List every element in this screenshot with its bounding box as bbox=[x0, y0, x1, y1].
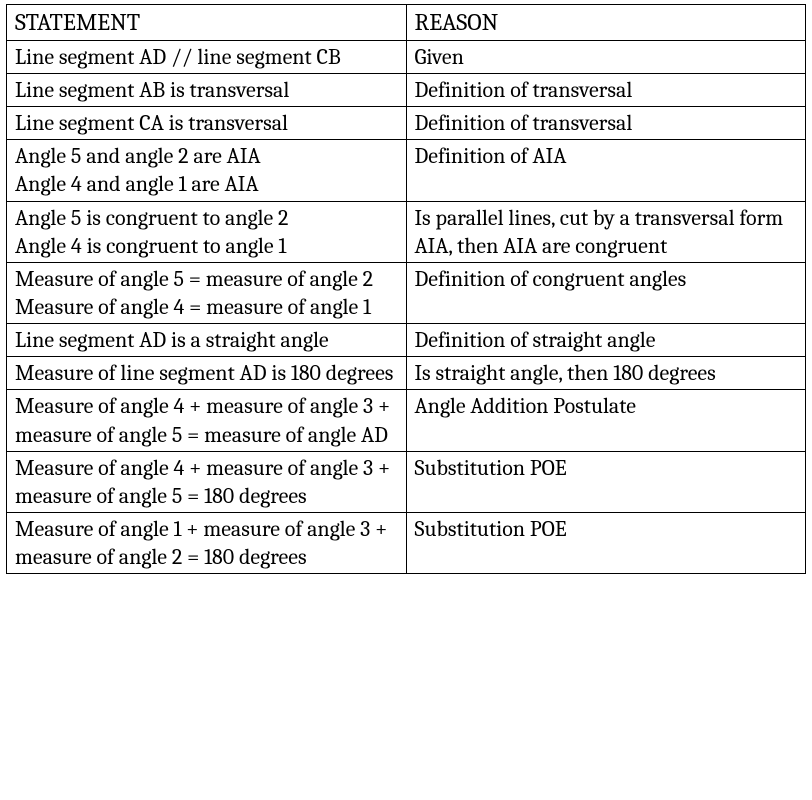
statement-cell: Line segment CA is transversal bbox=[7, 107, 407, 140]
table-row: Line segment AD // line segment CB Given bbox=[7, 40, 806, 73]
proof-table: STATEMENT REASON Line segment AD // line… bbox=[6, 4, 806, 574]
statement-cell: Line segment AD // line segment CB bbox=[7, 40, 407, 73]
table-row: Angle 5 and angle 2 are AIAAngle 4 and a… bbox=[7, 140, 806, 201]
reason-cell: Is straight angle, then 180 degrees bbox=[406, 357, 806, 390]
reason-cell: Given bbox=[406, 40, 806, 73]
proof-table-container: STATEMENT REASON Line segment AD // line… bbox=[0, 0, 812, 578]
statement-cell: Measure of angle 5 = measure of angle 2M… bbox=[7, 262, 407, 323]
reason-cell: Substitution POE bbox=[406, 451, 806, 512]
table-row: Measure of angle 1 + measure of angle 3 … bbox=[7, 513, 806, 574]
statement-cell: Angle 5 is congruent to angle 2Angle 4 i… bbox=[7, 201, 407, 262]
col-header-statement: STATEMENT bbox=[7, 5, 407, 41]
table-row: Measure of angle 4 + measure of angle 3 … bbox=[7, 390, 806, 451]
statement-cell: Measure of angle 1 + measure of angle 3 … bbox=[7, 513, 407, 574]
table-row: Line segment CA is transversal Definitio… bbox=[7, 107, 806, 140]
reason-cell: Definition of AIA bbox=[406, 140, 806, 201]
table-row: Angle 5 is congruent to angle 2Angle 4 i… bbox=[7, 201, 806, 262]
reason-cell: Substitution POE bbox=[406, 513, 806, 574]
statement-cell: Line segment AB is transversal bbox=[7, 73, 407, 106]
table-row: Line segment AD is a straight angle Defi… bbox=[7, 324, 806, 357]
statement-cell: Measure of angle 4 + measure of angle 3 … bbox=[7, 451, 407, 512]
col-header-reason: REASON bbox=[406, 5, 806, 41]
table-header-row: STATEMENT REASON bbox=[7, 5, 806, 41]
table-row: Measure of line segment AD is 180 degree… bbox=[7, 357, 806, 390]
statement-cell: Measure of line segment AD is 180 degree… bbox=[7, 357, 407, 390]
statement-cell: Angle 5 and angle 2 are AIAAngle 4 and a… bbox=[7, 140, 407, 201]
statement-cell: Line segment AD is a straight angle bbox=[7, 324, 407, 357]
statement-cell: Measure of angle 4 + measure of angle 3 … bbox=[7, 390, 407, 451]
reason-cell: Definition of transversal bbox=[406, 73, 806, 106]
reason-cell: Angle Addition Postulate bbox=[406, 390, 806, 451]
reason-cell: Definition of congruent angles bbox=[406, 262, 806, 323]
table-row: Line segment AB is transversal Definitio… bbox=[7, 73, 806, 106]
table-row: Measure of angle 5 = measure of angle 2M… bbox=[7, 262, 806, 323]
reason-cell: Is parallel lines, cut by a transversal … bbox=[406, 201, 806, 262]
reason-cell: Definition of straight angle bbox=[406, 324, 806, 357]
table-row: Measure of angle 4 + measure of angle 3 … bbox=[7, 451, 806, 512]
reason-cell: Definition of transversal bbox=[406, 107, 806, 140]
